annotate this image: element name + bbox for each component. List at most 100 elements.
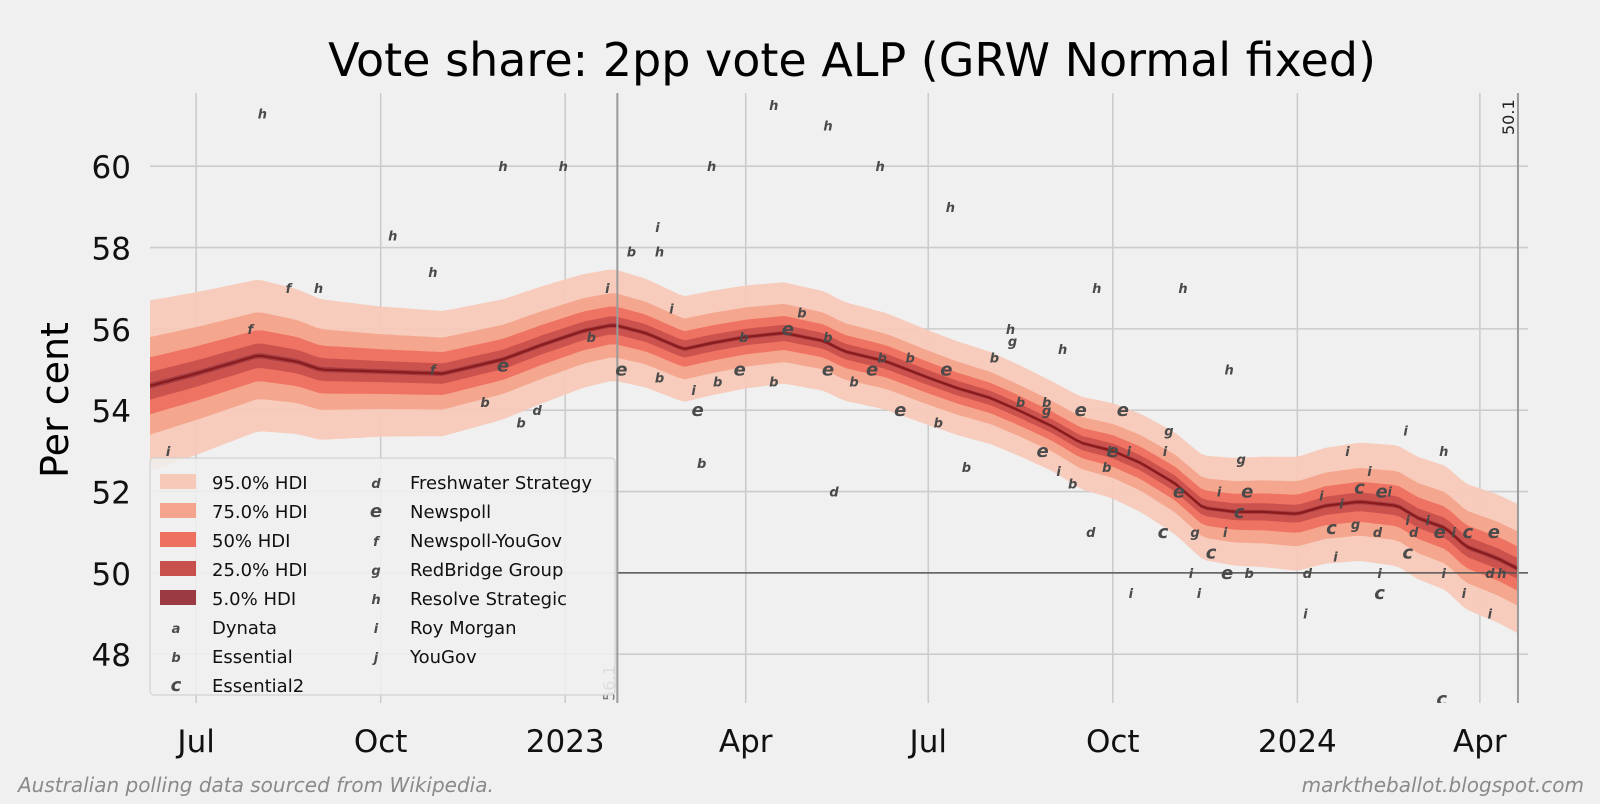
poll-point-e: e [691,400,703,421]
poll-point-h: h [655,246,664,261]
x-tick-label: Jul [908,724,947,760]
poll-point-c: c [1354,477,1365,498]
poll-point-g: g [1164,425,1173,440]
poll-point-b: b [655,372,664,387]
legend-label: Newspoll-YouGov [410,531,562,552]
poll-point-g: g [1190,526,1199,541]
poll-point-e: e [1075,400,1087,421]
legend-marker-b: b [171,651,180,666]
poll-point-h: h [707,160,716,175]
poll-point-c: c [1234,502,1245,523]
poll-point-i: i [1189,567,1194,582]
poll-point-i: i [1488,608,1493,623]
legend-frame [149,457,616,696]
poll-point-e: e [822,360,834,381]
legend-marker-e: e [370,501,382,522]
poll-point-c: c [1374,583,1385,604]
poll-point-b: b [516,416,525,431]
poll-point-b: b [769,376,778,391]
poll-point-i: i [1107,445,1112,460]
legend-swatch [160,503,196,518]
poll-point-i: i [1387,486,1392,501]
poll-point-i: i [1405,514,1410,529]
legend-marker-a: a [172,622,181,637]
poll-point-e: e [894,400,906,421]
poll-point-g: g [1008,335,1017,350]
poll-point-e: e [497,355,509,376]
poll-point-i: i [1452,526,1457,541]
poll-point-i: i [1377,567,1382,582]
legend-swatch [160,474,196,489]
y-tick-label: 60 [92,150,131,186]
poll-point-i: i [1129,587,1134,602]
legend-label: 95.0% HDI [212,473,308,494]
poll-point-i: i [655,221,660,236]
poll-point-i: i [1425,514,1430,529]
legend-label: 5.0% HDI [212,589,296,610]
poll-point-b: b [877,351,886,366]
poll-point-e: e [615,360,627,381]
poll-point-b: b [1102,461,1111,476]
poll-point-e: e [1221,563,1233,584]
site-note: marktheballot.blogspot.com [1302,773,1584,797]
poll-point-h: h [875,160,884,175]
poll-point-b: b [797,307,806,322]
x-tick-label: Oct [354,724,408,760]
x-tick-label: Apr [1453,724,1507,760]
legend-marker-i: i [374,622,379,637]
poll-point-h: h [1497,567,1506,582]
legend-label: Essential [212,647,293,668]
poll-point-b: b [1068,477,1077,492]
x-tick-label: Jul [175,724,214,760]
poll-point-g: g [1042,404,1051,419]
poll-point-i: i [1163,445,1168,460]
poll-point-g: g [1237,453,1246,468]
poll-point-h: h [1224,364,1233,379]
poll-point-h: h [946,201,955,216]
poll-point-h: h [314,282,323,297]
y-tick-label: 58 [92,232,131,268]
poll-point-e: e [1173,482,1185,503]
poll-point-i: i [1339,498,1344,513]
poll-point-e: e [866,360,878,381]
poll-point-h: h [1092,282,1101,297]
poll-point-i: i [1197,587,1202,602]
y-tick-label: 56 [92,313,131,349]
poll-point-h: h [823,120,832,135]
legend-label: 25.0% HDI [212,560,308,581]
poll-point-c: c [1158,522,1169,543]
poll-point-h: h [388,229,397,244]
poll-point-b: b [962,461,971,476]
legend: 95.0% HDI 75.0% HDI 50% HDI 25.0% HDI 5.0% H… [149,457,616,697]
poll-point-b: b [480,396,489,411]
median-line [150,324,1519,570]
poll-point-i: i [1462,587,1467,602]
poll-point-b: b [823,331,832,346]
legend-label: 50% HDI [212,531,290,552]
poll-point-i: i [1333,551,1338,566]
y-tick-label: 50 [92,557,131,593]
poll-point-f: f [247,323,255,338]
poll-point-i: i [166,445,171,460]
poll-point-d: d [829,486,839,501]
poll-point-b: b [697,457,706,472]
poll-point-h: h [559,160,568,175]
poll-point-b: b [739,331,748,346]
legend-label: Freshwater Strategy [410,473,592,494]
legend-marker-c: c [171,675,182,696]
y-tick-label: 52 [92,476,131,512]
poll-point-e: e [782,319,794,340]
poll-point-g: g [1351,518,1360,533]
poll-point-c: c [1206,543,1217,564]
poll-point-b: b [849,376,858,391]
poll-point-c: c [1402,543,1413,564]
x-tick-label: 2023 [526,724,605,760]
poll-point-e: e [1241,482,1253,503]
poll-point-i: i [1223,526,1228,541]
legend-label: Newspoll [410,502,491,523]
hdi-bands [150,269,1519,634]
poll-point-d: d [1485,567,1495,582]
